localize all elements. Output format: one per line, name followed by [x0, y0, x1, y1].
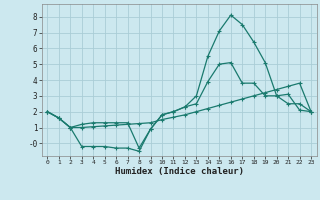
X-axis label: Humidex (Indice chaleur): Humidex (Indice chaleur) [115, 167, 244, 176]
